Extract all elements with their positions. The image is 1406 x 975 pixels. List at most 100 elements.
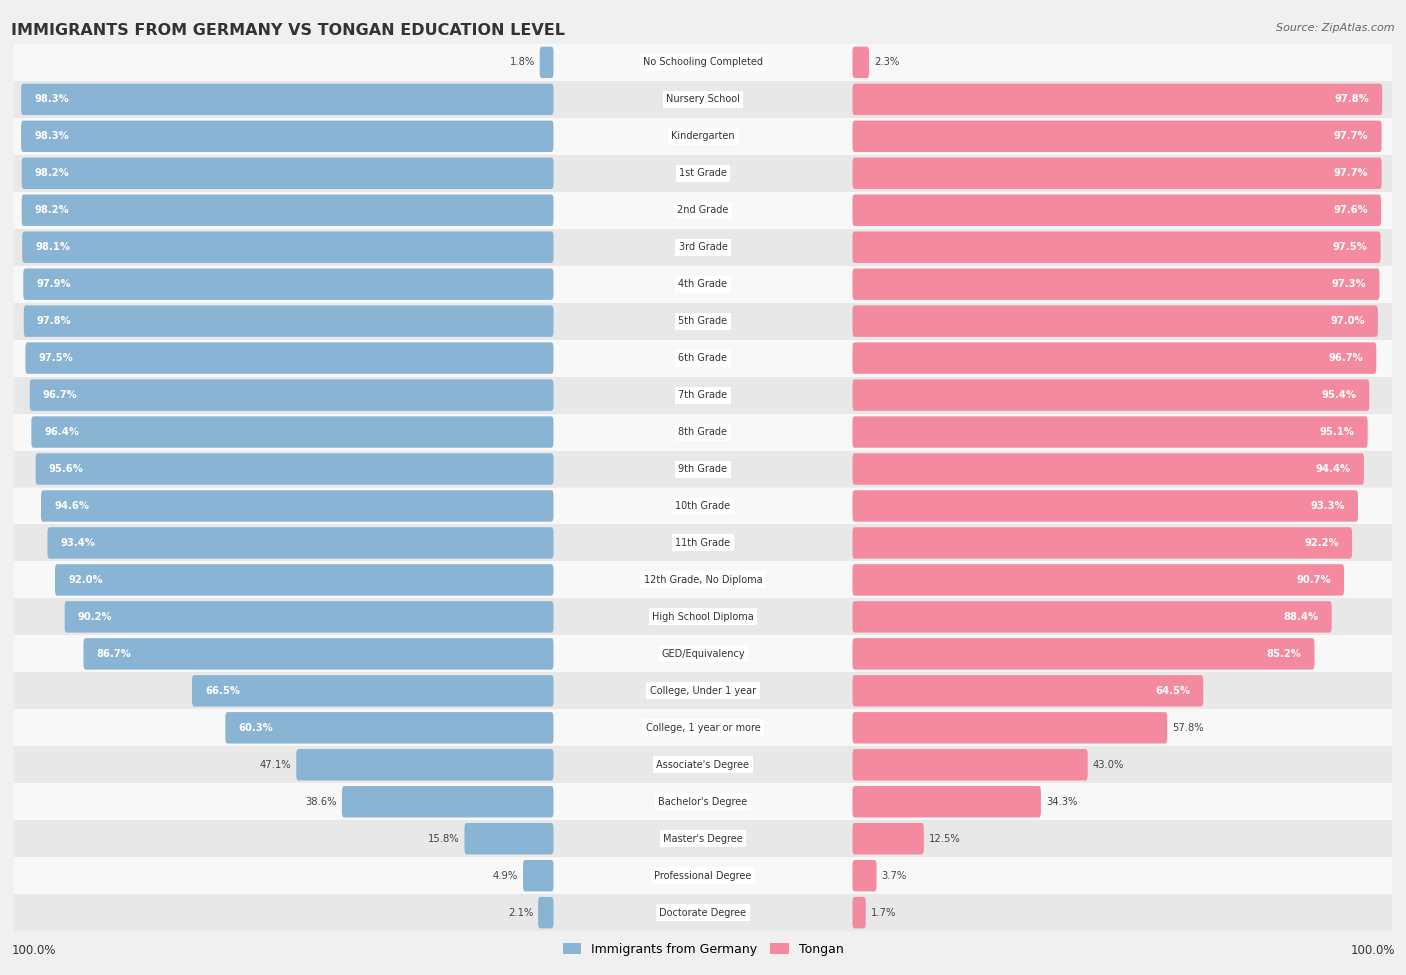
- Text: 98.2%: 98.2%: [35, 169, 69, 178]
- Bar: [14, 413, 1392, 450]
- Text: 97.5%: 97.5%: [1333, 242, 1368, 253]
- Text: 94.4%: 94.4%: [1316, 464, 1351, 474]
- Text: 98.1%: 98.1%: [35, 242, 70, 253]
- Bar: [14, 857, 1392, 894]
- Text: 1.8%: 1.8%: [509, 58, 534, 67]
- Bar: [14, 820, 1392, 857]
- FancyBboxPatch shape: [852, 453, 1364, 485]
- Text: 88.4%: 88.4%: [1284, 612, 1319, 622]
- FancyBboxPatch shape: [852, 305, 1378, 336]
- Text: 97.3%: 97.3%: [1331, 279, 1367, 290]
- FancyBboxPatch shape: [21, 158, 554, 189]
- Text: 92.0%: 92.0%: [67, 575, 103, 585]
- Text: 94.6%: 94.6%: [53, 501, 89, 511]
- FancyBboxPatch shape: [65, 602, 554, 633]
- Text: 43.0%: 43.0%: [1092, 760, 1123, 770]
- Text: 93.3%: 93.3%: [1310, 501, 1346, 511]
- FancyBboxPatch shape: [83, 639, 554, 670]
- Text: Source: ZipAtlas.com: Source: ZipAtlas.com: [1277, 23, 1395, 33]
- Text: 4.9%: 4.9%: [494, 871, 519, 880]
- Bar: [14, 265, 1392, 302]
- Text: 5th Grade: 5th Grade: [679, 316, 727, 327]
- Text: 4th Grade: 4th Grade: [679, 279, 727, 290]
- FancyBboxPatch shape: [852, 231, 1381, 263]
- Text: 100.0%: 100.0%: [11, 944, 56, 957]
- Text: 15.8%: 15.8%: [427, 834, 460, 843]
- FancyBboxPatch shape: [540, 47, 554, 78]
- Text: 86.7%: 86.7%: [97, 648, 131, 659]
- Text: IMMIGRANTS FROM GERMANY VS TONGAN EDUCATION LEVEL: IMMIGRANTS FROM GERMANY VS TONGAN EDUCAT…: [11, 23, 565, 38]
- Text: 9th Grade: 9th Grade: [679, 464, 727, 474]
- FancyBboxPatch shape: [55, 565, 554, 596]
- Text: 95.6%: 95.6%: [49, 464, 83, 474]
- FancyBboxPatch shape: [852, 527, 1353, 559]
- Text: 60.3%: 60.3%: [239, 722, 273, 733]
- Text: 2nd Grade: 2nd Grade: [678, 205, 728, 215]
- FancyBboxPatch shape: [852, 84, 1382, 115]
- Text: 98.3%: 98.3%: [34, 95, 69, 104]
- Bar: [14, 636, 1392, 673]
- FancyBboxPatch shape: [225, 712, 554, 744]
- Text: Doctorate Degree: Doctorate Degree: [659, 908, 747, 917]
- Bar: [14, 229, 1392, 265]
- FancyBboxPatch shape: [24, 268, 554, 300]
- Text: Nursery School: Nursery School: [666, 95, 740, 104]
- Text: 98.3%: 98.3%: [34, 132, 69, 141]
- Text: 66.5%: 66.5%: [205, 685, 240, 696]
- FancyBboxPatch shape: [852, 195, 1381, 226]
- Text: 97.5%: 97.5%: [38, 353, 73, 363]
- Bar: [14, 339, 1392, 376]
- Text: 1.7%: 1.7%: [870, 908, 896, 917]
- FancyBboxPatch shape: [852, 379, 1369, 410]
- FancyBboxPatch shape: [852, 565, 1344, 596]
- FancyBboxPatch shape: [852, 786, 1040, 817]
- FancyBboxPatch shape: [852, 675, 1204, 707]
- FancyBboxPatch shape: [852, 602, 1331, 633]
- Text: 57.8%: 57.8%: [1173, 722, 1204, 733]
- Bar: [14, 673, 1392, 709]
- Bar: [14, 710, 1392, 746]
- Bar: [14, 562, 1392, 599]
- FancyBboxPatch shape: [852, 158, 1382, 189]
- Text: 2.3%: 2.3%: [873, 58, 898, 67]
- Text: 92.2%: 92.2%: [1305, 538, 1339, 548]
- Text: 6th Grade: 6th Grade: [679, 353, 727, 363]
- Text: 97.0%: 97.0%: [1330, 316, 1365, 327]
- FancyBboxPatch shape: [852, 897, 866, 928]
- Text: 11th Grade: 11th Grade: [675, 538, 731, 548]
- FancyBboxPatch shape: [852, 712, 1167, 744]
- Text: 10th Grade: 10th Grade: [675, 501, 731, 511]
- FancyBboxPatch shape: [464, 823, 554, 854]
- FancyBboxPatch shape: [35, 453, 554, 485]
- Bar: [14, 525, 1392, 562]
- Bar: [14, 192, 1392, 229]
- Text: 47.1%: 47.1%: [260, 760, 291, 770]
- Text: 34.3%: 34.3%: [1046, 797, 1077, 806]
- Text: High School Diploma: High School Diploma: [652, 612, 754, 622]
- Bar: [14, 488, 1392, 525]
- FancyBboxPatch shape: [852, 749, 1088, 780]
- Text: 97.8%: 97.8%: [37, 316, 72, 327]
- Bar: [14, 81, 1392, 118]
- Text: 93.4%: 93.4%: [60, 538, 96, 548]
- Bar: [14, 746, 1392, 783]
- Text: 95.1%: 95.1%: [1320, 427, 1354, 437]
- FancyBboxPatch shape: [342, 786, 554, 817]
- FancyBboxPatch shape: [852, 860, 876, 891]
- Text: Master's Degree: Master's Degree: [664, 834, 742, 843]
- FancyBboxPatch shape: [21, 84, 554, 115]
- FancyBboxPatch shape: [30, 379, 554, 410]
- Text: 3.7%: 3.7%: [882, 871, 907, 880]
- FancyBboxPatch shape: [852, 121, 1382, 152]
- Text: 97.9%: 97.9%: [37, 279, 70, 290]
- FancyBboxPatch shape: [22, 231, 554, 263]
- Text: 97.7%: 97.7%: [1334, 169, 1368, 178]
- Bar: [14, 894, 1392, 931]
- Bar: [14, 44, 1392, 81]
- Text: 8th Grade: 8th Grade: [679, 427, 727, 437]
- Text: 90.2%: 90.2%: [77, 612, 112, 622]
- Text: 85.2%: 85.2%: [1267, 648, 1302, 659]
- Text: 100.0%: 100.0%: [1350, 944, 1395, 957]
- Text: Associate's Degree: Associate's Degree: [657, 760, 749, 770]
- Text: Professional Degree: Professional Degree: [654, 871, 752, 880]
